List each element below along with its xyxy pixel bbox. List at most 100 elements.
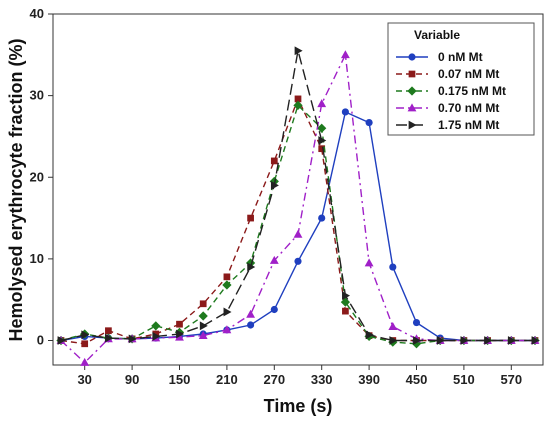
legend-marker [408,120,417,130]
legend-label: 0.70 nM Mt [438,101,499,115]
data-point [81,340,89,348]
legend-label: 0.175 nM Mt [438,84,506,98]
data-point [293,229,303,238]
y-tick-label: 0 [37,333,44,348]
series-0 [57,108,539,345]
x-tick-label: 450 [406,372,428,387]
data-point [317,123,327,133]
data-point [105,327,112,335]
data-point [247,262,256,272]
data-point [365,118,373,127]
legend-marker [408,70,416,78]
x-tick-label: 30 [77,372,91,387]
data-point [199,321,208,331]
data-point [389,263,397,271]
data-point [412,318,421,327]
legend: Variable 0 nM Mt 0.07 nM Mt 0.175 nM Mt 0.7… [387,22,535,136]
data-point [318,214,326,222]
data-point [531,336,540,345]
legend-label: 0 nM Mt [438,50,483,64]
data-point [247,214,254,222]
legend-items: 0 nM Mt 0.07 nM Mt 0.175 nM Mt 0.70 nM Mt 1.… [396,50,506,132]
data-point [340,50,350,59]
y-axis: 0 10 20 30 40 [30,6,53,348]
data-point [507,336,516,345]
data-point [198,311,208,321]
data-point [152,332,161,341]
data-point [484,336,493,345]
series-line [60,104,535,345]
data-point [340,297,351,307]
data-point [270,305,278,314]
data-point [175,332,184,341]
x-axis-title: Time (s) [264,396,333,416]
y-tick-label: 20 [30,169,44,184]
y-tick-label: 40 [30,6,44,21]
data-point [294,257,302,265]
data-point [223,273,231,281]
data-point [317,99,327,108]
data-point [246,309,256,318]
x-tick-label: 390 [358,372,380,387]
data-point [413,336,422,345]
data-point [176,320,183,328]
data-point [269,176,279,186]
data-point [222,325,232,334]
x-tick-label: 90 [125,372,139,387]
legend-label: 0.07 nM Mt [438,67,499,81]
data-point [105,333,114,343]
legend-label: 1.75 nM Mt [438,118,499,132]
x-tick-label: 210 [216,372,238,387]
data-point [199,300,207,308]
data-point [151,321,161,331]
plot-frame [52,13,544,366]
x-tick-label: 330 [311,372,333,387]
data-point [342,291,351,301]
data-point [294,46,303,56]
data-point [81,330,90,340]
data-point [318,145,326,153]
data-point [57,336,66,345]
y-axis-title: Hemolysed erythrocyte fraction (%) [6,38,26,341]
data-point [80,357,90,366]
data-point [198,330,208,339]
data-point [270,157,278,165]
x-tick-label: 510 [453,372,475,387]
data-point [342,307,349,315]
data-point [341,108,349,116]
data-point [294,95,302,103]
x-tick-label: 570 [500,372,522,387]
data-point [222,280,232,290]
data-point [436,336,445,345]
data-point [364,258,374,267]
data-point [270,181,279,190]
legend-title: Variable [414,28,460,42]
series-2 [56,100,540,349]
y-tick-label: 30 [30,88,44,103]
series-line [60,97,535,345]
legend-marker [408,53,416,61]
series-layer [56,46,540,366]
data-point [223,307,232,317]
data-point [318,136,327,145]
data-point [388,322,398,330]
series-line [60,111,535,342]
x-tick-label: 270 [263,372,285,387]
legend-box [387,22,535,136]
data-point [247,321,255,329]
x-tick-label: 150 [169,372,191,387]
data-point [365,330,374,340]
data-point [269,255,279,264]
data-point [176,329,185,339]
data-point [460,336,469,345]
y-tick-label: 10 [30,251,44,266]
series-4 [57,46,540,345]
x-axis: 30 90 150 210 270 330 390 450 510 570 [77,365,522,387]
data-point [128,334,137,344]
legend-marker [407,103,417,112]
data-point [293,100,303,111]
legend-marker [407,86,417,96]
data-point [389,336,398,345]
